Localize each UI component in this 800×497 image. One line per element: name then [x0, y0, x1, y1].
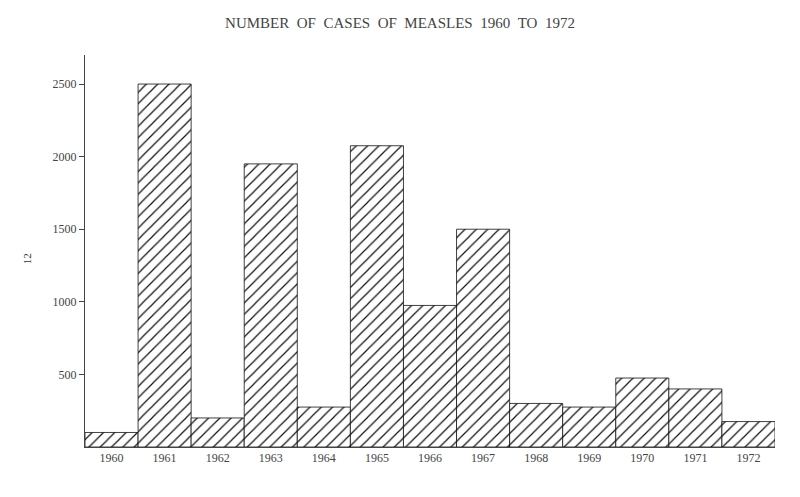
svg-text:1966: 1966	[418, 451, 442, 465]
svg-text:1964: 1964	[312, 451, 336, 465]
svg-text:500: 500	[59, 368, 77, 382]
svg-text:1963: 1963	[259, 451, 283, 465]
svg-text:1965: 1965	[365, 451, 389, 465]
svg-text:1500: 1500	[53, 222, 77, 236]
svg-text:1962: 1962	[206, 451, 230, 465]
svg-text:NUMBER OF CASES OF MEASLES: NUMBER OF CASES OF MEASLES 1960 TO 1972	[225, 15, 575, 31]
svg-text:1967: 1967	[471, 451, 495, 465]
svg-text:1970: 1970	[630, 451, 654, 465]
svg-text:1960: 1960	[100, 451, 124, 465]
svg-text:1000: 1000	[53, 295, 77, 309]
svg-text:12: 12	[21, 253, 33, 264]
svg-text:2500: 2500	[53, 77, 77, 91]
svg-text:2000: 2000	[53, 150, 77, 164]
svg-text:1971: 1971	[683, 451, 707, 465]
svg-text:1969: 1969	[577, 451, 601, 465]
svg-text:1961: 1961	[153, 451, 177, 465]
svg-text:1972: 1972	[736, 451, 760, 465]
svg-text:1968: 1968	[524, 451, 548, 465]
